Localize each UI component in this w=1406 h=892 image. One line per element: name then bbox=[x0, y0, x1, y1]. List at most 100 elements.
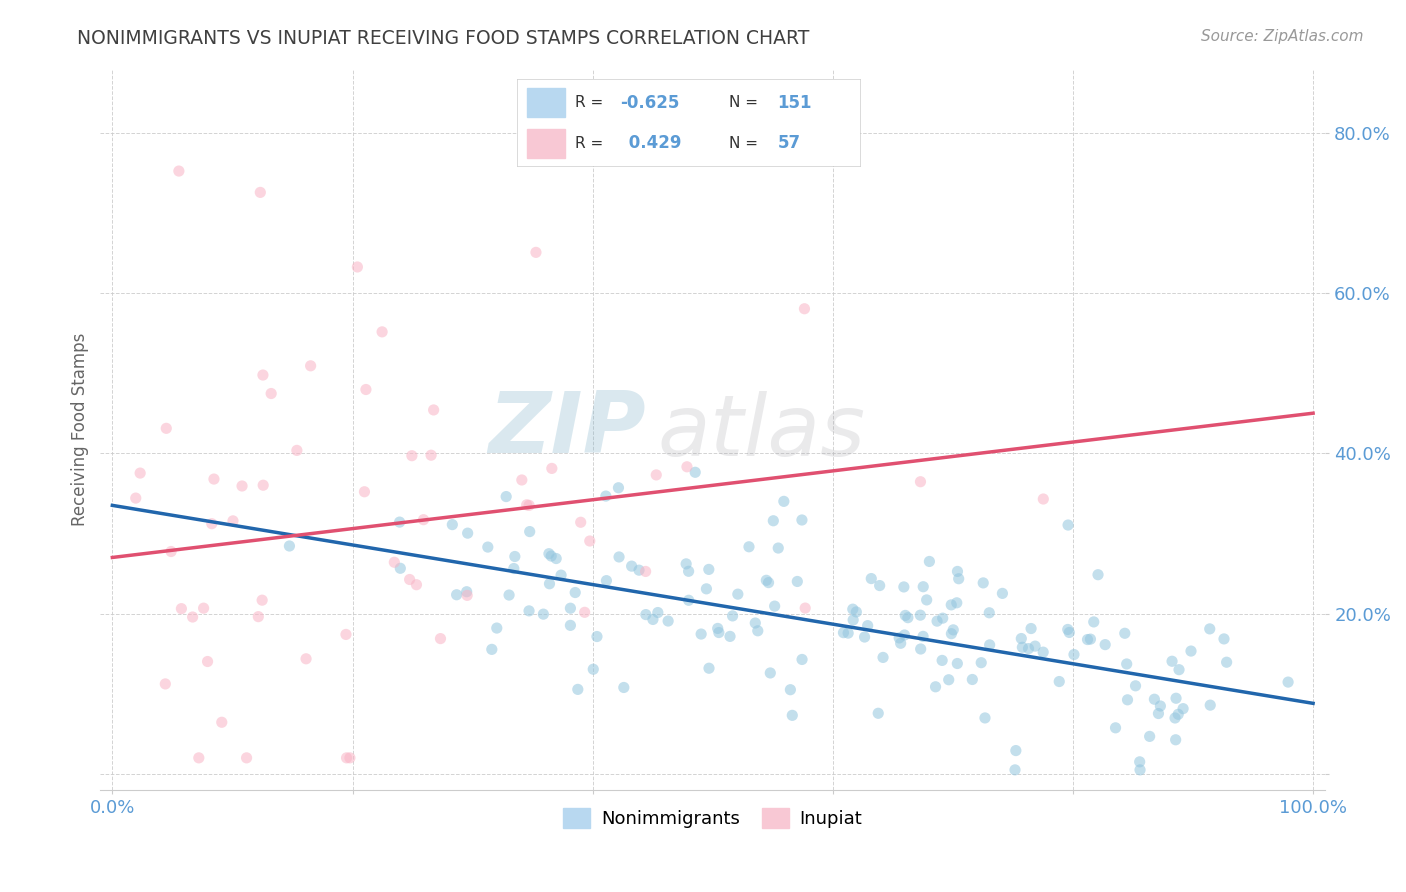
Point bbox=[938, 673, 960, 687]
Point bbox=[1143, 692, 1166, 706]
Point bbox=[1005, 743, 1028, 757]
Point bbox=[155, 421, 177, 435]
Point bbox=[1056, 623, 1078, 637]
Point bbox=[718, 629, 741, 643]
Point bbox=[125, 491, 148, 505]
Point bbox=[768, 541, 790, 555]
Point bbox=[1018, 641, 1040, 656]
Point bbox=[845, 605, 868, 619]
Point bbox=[970, 656, 993, 670]
Point bbox=[759, 665, 782, 680]
Point bbox=[744, 615, 766, 630]
Point bbox=[897, 610, 920, 624]
Point bbox=[569, 516, 592, 530]
Point bbox=[538, 576, 561, 591]
Point bbox=[931, 653, 953, 667]
Point bbox=[1213, 632, 1236, 646]
Point bbox=[918, 554, 941, 568]
Point bbox=[457, 526, 479, 541]
Point bbox=[772, 494, 794, 508]
Point bbox=[634, 607, 657, 622]
Point bbox=[181, 610, 204, 624]
Point bbox=[193, 601, 215, 615]
Point bbox=[931, 611, 953, 625]
Text: NONIMMIGRANTS VS INUPIAT RECEIVING FOOD STAMPS CORRELATION CHART: NONIMMIGRANTS VS INUPIAT RECEIVING FOOD … bbox=[77, 29, 810, 47]
Point bbox=[170, 601, 193, 615]
Point bbox=[910, 608, 932, 623]
Point bbox=[371, 325, 394, 339]
Point bbox=[1059, 625, 1081, 640]
Point bbox=[485, 621, 508, 635]
Point bbox=[738, 540, 761, 554]
Point bbox=[683, 465, 706, 479]
Point bbox=[222, 514, 245, 528]
Point bbox=[129, 466, 152, 480]
Point bbox=[537, 547, 560, 561]
Point bbox=[574, 605, 596, 619]
Point bbox=[1004, 763, 1026, 777]
Point bbox=[620, 559, 643, 574]
Point bbox=[481, 642, 503, 657]
Point bbox=[420, 448, 443, 462]
Point bbox=[1010, 632, 1032, 646]
Point bbox=[1149, 698, 1171, 713]
Point bbox=[510, 473, 533, 487]
Point bbox=[842, 613, 865, 627]
Text: Source: ZipAtlas.com: Source: ZipAtlas.com bbox=[1201, 29, 1364, 44]
Point bbox=[1125, 679, 1147, 693]
Point bbox=[339, 751, 361, 765]
Point bbox=[446, 588, 468, 602]
Point bbox=[945, 596, 967, 610]
Point bbox=[1011, 640, 1033, 655]
Point bbox=[991, 586, 1014, 600]
Point bbox=[1168, 663, 1191, 677]
Point bbox=[1198, 622, 1220, 636]
Point bbox=[755, 574, 778, 588]
Point bbox=[299, 359, 322, 373]
Point bbox=[1139, 730, 1161, 744]
Point bbox=[972, 575, 994, 590]
Point bbox=[721, 608, 744, 623]
Point bbox=[1164, 711, 1187, 725]
Point bbox=[1063, 648, 1085, 662]
Point bbox=[201, 516, 224, 531]
Point bbox=[1047, 674, 1070, 689]
Point bbox=[1116, 693, 1139, 707]
Point bbox=[456, 588, 478, 602]
Point bbox=[941, 626, 963, 640]
Point bbox=[946, 657, 969, 671]
Point bbox=[1171, 701, 1194, 715]
Point bbox=[675, 557, 697, 571]
Point bbox=[853, 630, 876, 644]
Point bbox=[856, 618, 879, 632]
Point bbox=[160, 544, 183, 558]
Point bbox=[567, 682, 589, 697]
Point bbox=[1087, 567, 1109, 582]
Point bbox=[560, 601, 582, 615]
Point bbox=[925, 614, 948, 628]
Point bbox=[780, 708, 803, 723]
Point bbox=[155, 677, 177, 691]
Point bbox=[1147, 706, 1170, 721]
Point bbox=[382, 555, 405, 569]
Point bbox=[842, 602, 865, 616]
Point bbox=[786, 574, 808, 589]
Point bbox=[942, 623, 965, 637]
Point bbox=[1104, 721, 1126, 735]
Point bbox=[893, 580, 915, 594]
Point bbox=[1032, 491, 1054, 506]
Point bbox=[893, 628, 915, 642]
Point bbox=[1076, 632, 1098, 647]
Point bbox=[197, 655, 219, 669]
Point bbox=[231, 479, 253, 493]
Point bbox=[948, 572, 970, 586]
Point bbox=[285, 443, 308, 458]
Point bbox=[517, 604, 540, 618]
Point bbox=[678, 564, 700, 578]
Point bbox=[202, 472, 225, 486]
Point bbox=[582, 662, 605, 676]
Point bbox=[295, 652, 318, 666]
Legend: Nonimmigrants, Inupiat: Nonimmigrants, Inupiat bbox=[555, 801, 869, 835]
Point bbox=[1032, 645, 1054, 659]
Point bbox=[647, 606, 669, 620]
